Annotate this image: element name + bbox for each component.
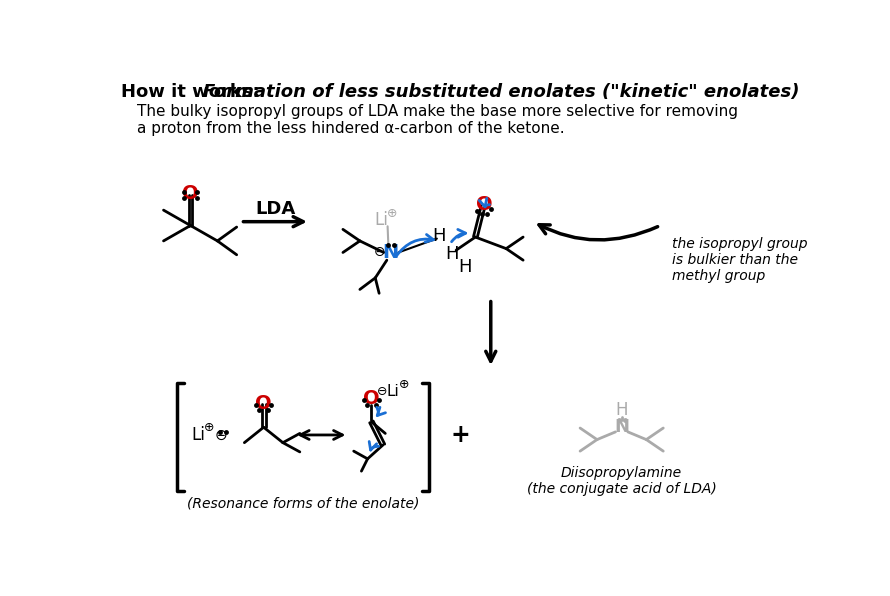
Text: ⊖: ⊖ bbox=[374, 245, 385, 259]
Text: ⊕: ⊕ bbox=[204, 421, 214, 434]
Text: the isopropyl group
is bulkier than the
methyl group: the isopropyl group is bulkier than the … bbox=[672, 237, 807, 284]
Text: LDA: LDA bbox=[255, 200, 295, 218]
FancyArrowPatch shape bbox=[451, 229, 465, 242]
Text: Li: Li bbox=[191, 426, 205, 444]
Text: ⊖: ⊖ bbox=[214, 427, 228, 442]
Text: (Resonance forms of the enolate): (Resonance forms of the enolate) bbox=[188, 496, 420, 511]
FancyArrowPatch shape bbox=[369, 442, 378, 450]
Text: Li: Li bbox=[386, 384, 400, 399]
Text: O: O bbox=[475, 195, 492, 214]
Text: ⊕: ⊕ bbox=[387, 207, 398, 221]
Text: Li: Li bbox=[375, 211, 388, 229]
FancyArrowPatch shape bbox=[479, 198, 490, 207]
Text: O: O bbox=[182, 184, 198, 203]
Text: ⊖: ⊖ bbox=[377, 384, 387, 398]
Text: H: H bbox=[446, 245, 459, 263]
FancyArrowPatch shape bbox=[396, 234, 433, 256]
Text: H: H bbox=[458, 258, 472, 276]
Text: H: H bbox=[615, 401, 628, 420]
Text: How it works:: How it works: bbox=[121, 83, 266, 101]
Text: ⊕: ⊕ bbox=[400, 378, 409, 392]
Text: O: O bbox=[255, 394, 272, 413]
Text: N: N bbox=[383, 243, 399, 262]
Text: Diisopropylamine
(the conjugate acid of LDA): Diisopropylamine (the conjugate acid of … bbox=[527, 465, 716, 496]
Text: Formation of less substituted enolates ("kinetic" enolates): Formation of less substituted enolates (… bbox=[203, 83, 799, 101]
Text: N: N bbox=[614, 418, 629, 436]
Text: H: H bbox=[433, 227, 446, 246]
FancyArrowPatch shape bbox=[539, 225, 658, 240]
Text: +: + bbox=[450, 423, 470, 447]
Text: O: O bbox=[363, 389, 380, 408]
FancyArrowPatch shape bbox=[376, 407, 385, 415]
Text: The bulky isopropyl groups of LDA make the base more selective for removing
a pr: The bulky isopropyl groups of LDA make t… bbox=[136, 104, 738, 136]
